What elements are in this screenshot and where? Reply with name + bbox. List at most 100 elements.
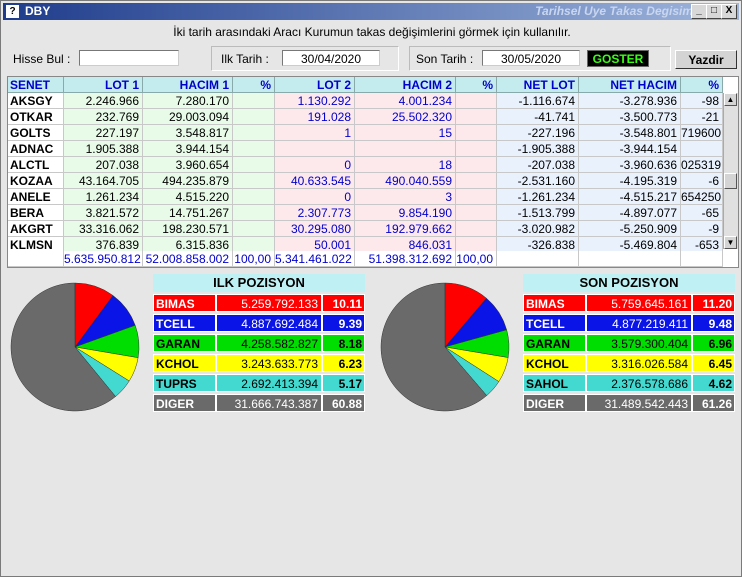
header-cell[interactable]: NET LOT (497, 77, 579, 93)
position-name: GARAN (153, 334, 216, 352)
header-cell[interactable]: % (456, 77, 497, 93)
close-button[interactable]: X (721, 4, 737, 19)
position-percent: 5.17 (322, 374, 365, 392)
table-row[interactable]: BERA 3.821.572 14.751.267 2.307.773 9.854.19… (8, 205, 738, 221)
table-cell: 1.130.292 (275, 93, 355, 109)
table-cell: -3.944.154 (579, 141, 681, 157)
position-percent: 10.11 (322, 294, 365, 312)
table-cell: 29.003.094 (143, 109, 233, 125)
son-pozisyon-pie-chart (380, 282, 510, 412)
table-vertical-scrollbar[interactable]: ▲ ▼ (723, 93, 738, 249)
total-cell: 100,00 (456, 251, 497, 267)
table-cell: 33.316.062 (64, 221, 143, 237)
senet-cell: GOLTS (8, 125, 64, 141)
table-cell: 2.307.773 (275, 205, 355, 221)
header-cell[interactable]: NET HACIM (579, 77, 681, 93)
table-cell (233, 93, 275, 109)
table-cell: -1.261.234 (497, 189, 579, 205)
position-name: BIMAS (153, 294, 216, 312)
table-cell: 18 (355, 157, 456, 173)
position-value: 3.316.026.584 (586, 354, 692, 372)
pie-slice-diger (10, 282, 116, 412)
table-cell (456, 205, 497, 221)
position-name: GARAN (523, 334, 586, 352)
table-cell: 3 (355, 189, 456, 205)
header-cell[interactable]: % (681, 77, 723, 93)
table-cell: -207.038 (497, 157, 579, 173)
table-cell: 654250 (681, 189, 723, 205)
table-cell (233, 157, 275, 173)
table-row[interactable]: OTKAR 232.769 29.003.094 191.028 25.502.320 -… (8, 109, 738, 125)
position-row: TUPRS 2.692.413.394 5.17 (153, 374, 365, 392)
scroll-up-arrow-icon[interactable]: ▲ (724, 93, 737, 106)
table-cell (456, 189, 497, 205)
son-pozisyon-title: SON POZISYON (523, 274, 735, 292)
table-cell: -9 (681, 221, 723, 237)
senet-cell: BERA (8, 205, 64, 221)
table-cell: -6 (681, 173, 723, 189)
table-row[interactable]: AKSGY 2.246.966 7.280.170 1.130.292 4.001.23… (8, 93, 738, 109)
scroll-down-arrow-icon[interactable]: ▼ (724, 236, 737, 249)
header-cell[interactable]: HACIM 2 (355, 77, 456, 93)
header-cell[interactable]: LOT 2 (275, 77, 355, 93)
position-value: 4.258.582.827 (216, 334, 322, 352)
table-cell (456, 173, 497, 189)
table-cell (233, 109, 275, 125)
total-cell: 52.008.858.002 (143, 251, 233, 267)
position-row: DIGER 31.489.542.443 61.26 (523, 394, 735, 412)
son-tarih-group (409, 46, 671, 71)
table-cell: 15 (355, 125, 456, 141)
table-row[interactable]: GOLTS 227.197 3.548.817 1 15 -227.196 -3.548.8… (8, 125, 738, 141)
ilk-pozisyon-title: ILK POZISYON (153, 274, 365, 292)
header-cell[interactable]: LOT 1 (64, 77, 143, 93)
table-row[interactable]: ADNAC 1.905.388 3.944.154 -1.905.388 -3.944.… (8, 141, 738, 157)
son-tarih-input[interactable]: 30/05/2020 (482, 50, 580, 66)
table-cell: 191.028 (275, 109, 355, 125)
ilk-tarih-input[interactable]: 30/04/2020 (282, 50, 380, 66)
table-cell: 490.040.559 (355, 173, 456, 189)
title-bar[interactable]: ? DBY Tarihsel Uye Takas Degisim _ □ X (3, 3, 739, 20)
position-name: TCELL (153, 314, 216, 332)
table-row[interactable]: KOZAA 43.164.705 494.235.879 40.633.545 490.… (8, 173, 738, 189)
position-name: KCHOL (153, 354, 216, 372)
position-row: BIMAS 5.259.792.133 10.11 (153, 294, 365, 312)
table-cell: -41.741 (497, 109, 579, 125)
table-cell: 227.197 (64, 125, 143, 141)
table-row[interactable]: KLMSN 376.839 6.315.836 50.001 846.031 -326.8… (8, 237, 738, 253)
table-cell: 4.515.220 (143, 189, 233, 205)
table-cell: 0 (275, 157, 355, 173)
table-cell: 207.038 (64, 157, 143, 173)
total-cell: 51.398.312.692 (355, 251, 456, 267)
position-percent: 6.23 (322, 354, 365, 372)
scroll-thumb[interactable] (724, 173, 737, 189)
table-row[interactable]: AKGRT 33.316.062 198.230.571 30.295.080 192.… (8, 221, 738, 237)
goster-button[interactable]: GOSTER (587, 50, 649, 67)
table-cell: -1.513.799 (497, 205, 579, 221)
table-cell: 494.235.879 (143, 173, 233, 189)
hisse-search-input[interactable] (79, 50, 179, 66)
table-cell (681, 141, 723, 157)
header-cell[interactable]: % (233, 77, 275, 93)
senet-cell: AKGRT (8, 221, 64, 237)
table-cell: -227.196 (497, 125, 579, 141)
app-icon[interactable]: ? (6, 5, 19, 18)
maximize-button[interactable]: □ (706, 4, 722, 19)
table-cell: 25.502.320 (355, 109, 456, 125)
minimize-button[interactable]: _ (691, 4, 707, 19)
header-cell[interactable]: SENET (8, 77, 64, 93)
table-cell: -1.905.388 (497, 141, 579, 157)
table-cell: 43.164.705 (64, 173, 143, 189)
table-row[interactable]: ANELE 1.261.234 4.515.220 0 3 -1.261.234 -4.51… (8, 189, 738, 205)
table-cell: 1.261.234 (64, 189, 143, 205)
header-cell[interactable]: HACIM 1 (143, 77, 233, 93)
table-cell (456, 157, 497, 173)
table-row[interactable]: ALCTL 207.038 3.960.654 0 18 -207.038 -3.960.6… (8, 157, 738, 173)
table-header-row: SENET LOT 1 HACIM 1 % LOT 2 HACIM 2 % NE… (8, 77, 738, 93)
table-cell: -3.960.636 (579, 157, 681, 173)
table-cell: -4.195.319 (579, 173, 681, 189)
yazdir-button[interactable]: Yazdir (675, 50, 737, 69)
table-cell: -21 (681, 109, 723, 125)
senet-cell: OTKAR (8, 109, 64, 125)
total-cell: 100,00 (233, 251, 275, 267)
